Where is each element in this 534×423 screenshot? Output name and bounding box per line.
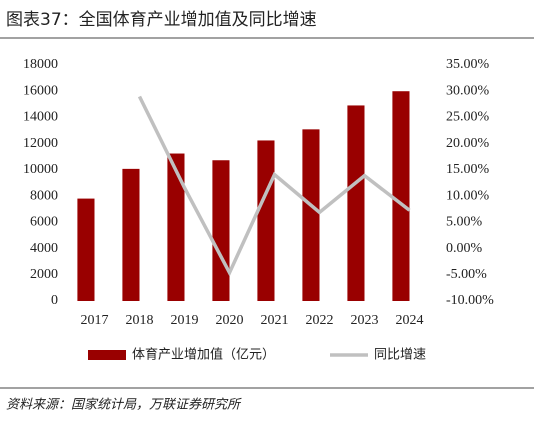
legend-label: 同比增速 xyxy=(374,348,426,363)
x-tick-label: 2018 xyxy=(126,313,154,328)
y2-tick-label: -5.00% xyxy=(446,267,487,282)
bar xyxy=(257,140,275,301)
y-tick-label: 8000 xyxy=(30,188,58,203)
y-tick-label: 0 xyxy=(51,293,58,308)
y2-tick-label: -10.00% xyxy=(446,293,494,308)
x-tick-label: 2019 xyxy=(171,313,199,328)
bar xyxy=(392,91,410,301)
y2-tick-label: 35.00% xyxy=(446,57,490,72)
y-tick-label: 6000 xyxy=(30,215,58,230)
legend-swatch xyxy=(88,350,126,360)
y2-tick-label: 10.00% xyxy=(446,188,490,203)
legend-label: 体育产业增加值（亿元） xyxy=(132,347,275,363)
bar xyxy=(122,168,140,301)
y2-tick-label: 5.00% xyxy=(446,215,483,230)
bar xyxy=(347,105,365,301)
bar xyxy=(167,153,185,301)
y-tick-label: 18000 xyxy=(23,57,58,72)
x-tick-label: 2022 xyxy=(306,313,334,328)
y2-tick-label: 30.00% xyxy=(446,83,490,98)
y-tick-label: 12000 xyxy=(23,136,58,151)
x-tick-label: 2023 xyxy=(351,313,379,328)
y-tick-label: 14000 xyxy=(23,110,58,125)
x-tick-label: 2021 xyxy=(261,313,289,328)
y2-tick-label: 25.00% xyxy=(446,110,490,125)
x-tick-label: 2017 xyxy=(81,313,109,328)
y2-tick-label: 0.00% xyxy=(446,241,483,256)
y-tick-label: 2000 xyxy=(30,267,58,282)
y2-tick-label: 20.00% xyxy=(446,136,490,151)
y-tick-label: 16000 xyxy=(23,83,58,98)
y-tick-label: 10000 xyxy=(23,162,58,177)
x-tick-label: 2024 xyxy=(396,313,424,328)
bar xyxy=(212,160,230,301)
source: 资料来源：国家统计局，万联证券研究所 xyxy=(6,397,242,413)
y2-tick-label: 15.00% xyxy=(446,162,490,177)
line xyxy=(137,95,411,277)
chart-title: 图表37：全国体育产业增加值及同比增速 xyxy=(6,10,317,30)
bar xyxy=(77,198,95,301)
y-tick-label: 4000 xyxy=(30,241,58,256)
x-tick-label: 2020 xyxy=(216,313,244,328)
bar xyxy=(302,129,320,301)
